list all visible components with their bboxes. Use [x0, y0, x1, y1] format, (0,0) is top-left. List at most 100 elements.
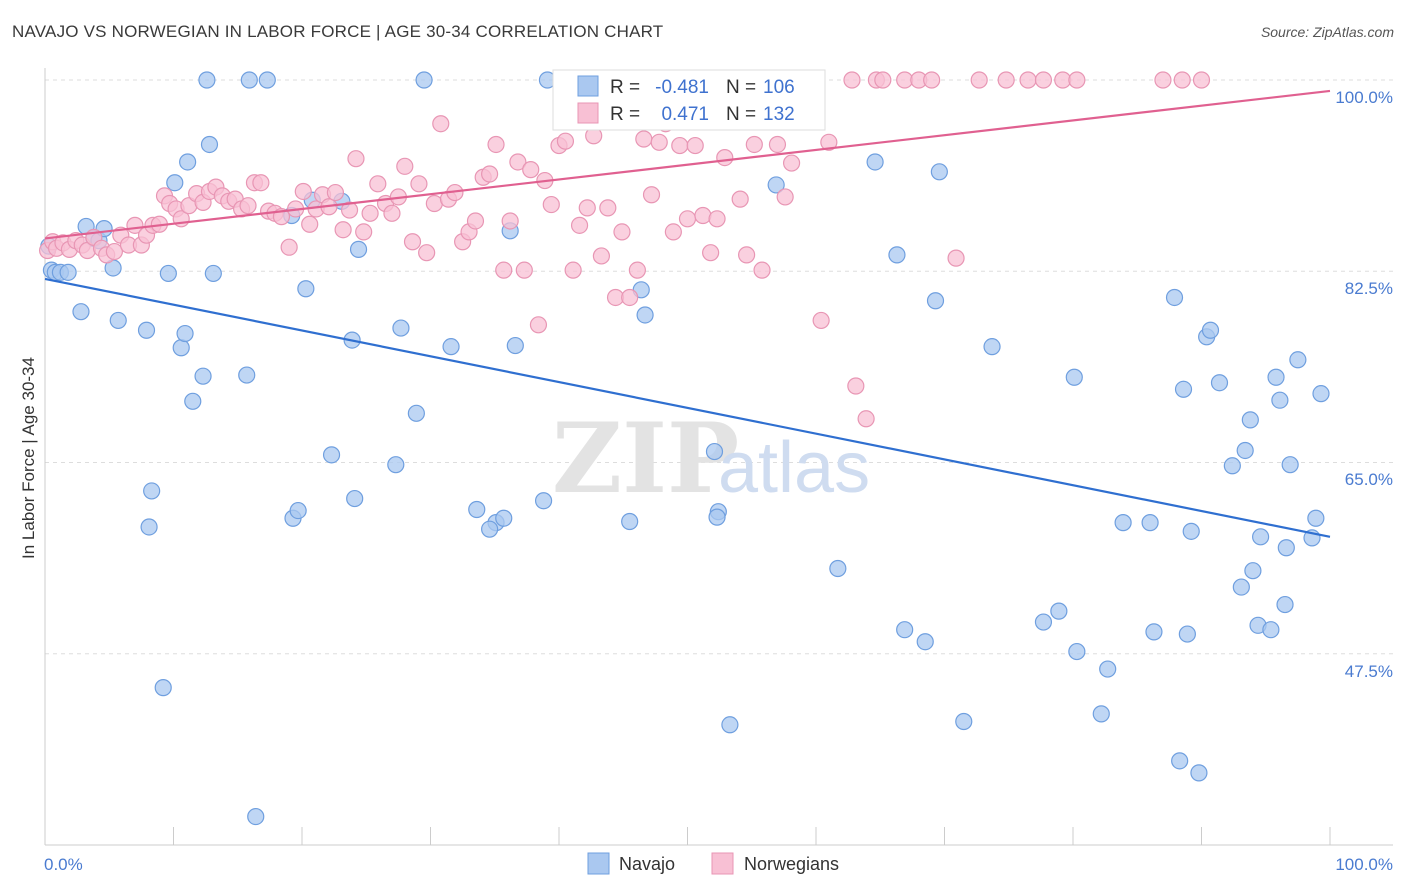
norwegian-point	[686, 136, 704, 155]
norwegian-point	[529, 316, 548, 334]
legend-box: R = -0.481 N = 106 R = 0.471 N = 132	[552, 69, 826, 131]
x-tick-label-min: 0.0%	[44, 855, 83, 874]
navajo-point	[1241, 411, 1259, 429]
navajo-point	[534, 492, 553, 510]
navajo-point	[1236, 441, 1254, 460]
navajo-point	[468, 500, 486, 519]
navajo-point	[705, 442, 724, 461]
y-tick-label: 82.5%	[1345, 279, 1393, 298]
norwegian-point	[613, 223, 631, 241]
navajo-point	[888, 246, 906, 264]
navajo-points	[40, 71, 1330, 826]
navajo-point	[896, 621, 914, 639]
norwegian-point	[1192, 71, 1211, 89]
bottom-legend-label-navajo: Navajo	[619, 854, 675, 874]
norwegian-point	[487, 135, 505, 154]
navajo-point	[109, 311, 127, 330]
legend-r-label: R =	[610, 77, 640, 98]
navajo-point	[387, 456, 405, 474]
norwegian-point	[515, 261, 533, 279]
navajo-point	[1171, 752, 1189, 770]
navajo-point	[322, 446, 341, 464]
navajo-point	[72, 303, 90, 321]
navajo-point	[829, 559, 847, 578]
norwegian-point	[522, 161, 540, 179]
navajo-point	[154, 679, 172, 697]
watermark-atlas: atlas	[718, 428, 870, 508]
norwegian-point	[621, 288, 639, 307]
navajo-point	[1232, 578, 1250, 596]
navajo-point	[1174, 380, 1193, 398]
watermark-zip: ZIP	[552, 402, 739, 515]
norwegian-point	[1034, 71, 1053, 89]
navajo-point	[708, 508, 726, 526]
navajo-point	[289, 501, 307, 520]
norwegian-point	[105, 242, 123, 261]
norwegian-point	[599, 199, 617, 217]
norwegian-point	[509, 153, 527, 171]
navajo-point	[1201, 321, 1220, 339]
navajo-point	[1145, 623, 1163, 641]
norwegian-point	[239, 197, 257, 215]
x-tick-label-max: 100.0%	[1335, 855, 1393, 874]
navajo-point	[1223, 457, 1241, 475]
norwegian-point	[403, 233, 422, 251]
norwegian-trend-line	[44, 89, 1331, 240]
norwegian-point	[340, 201, 359, 219]
norwegian-point	[466, 212, 485, 230]
navajo-point	[1065, 368, 1083, 386]
navajo-point	[1271, 391, 1289, 409]
norwegian-point	[970, 71, 988, 89]
norwegian-point	[564, 261, 582, 279]
navajo-point	[204, 264, 222, 283]
axes	[44, 68, 1393, 846]
norwegian-point	[1154, 71, 1172, 89]
norwegian-point	[716, 148, 734, 167]
navajo-point	[1141, 514, 1159, 532]
norwegian-point	[592, 247, 611, 265]
norwegian-point	[556, 132, 575, 150]
norwegian-point	[650, 133, 668, 151]
norwegian-point	[418, 244, 436, 262]
navajo-point	[495, 509, 513, 527]
navajo-point	[767, 176, 785, 194]
navajo-point	[179, 153, 197, 171]
norwegian-point	[542, 195, 560, 214]
navajo-point	[983, 338, 1001, 356]
navajo-point	[176, 324, 194, 343]
navajo-point	[1281, 456, 1299, 474]
navajo-point	[1252, 528, 1270, 546]
navajo-point	[59, 263, 77, 281]
navajo-point	[172, 339, 190, 357]
navajo-point	[166, 174, 184, 192]
navajo-point	[1289, 351, 1307, 369]
navajo-point	[481, 520, 499, 538]
navajo-point	[1114, 514, 1132, 532]
norwegian-point	[294, 182, 312, 201]
navajo-point	[442, 338, 460, 356]
legend-r-value-navajo: -0.481	[655, 77, 709, 98]
legend-r-value-norwegians: 0.471	[661, 104, 709, 125]
bottom-legend: Navajo Norwegians	[587, 852, 839, 875]
norwegian-point	[642, 186, 661, 204]
norwegian-point	[628, 261, 646, 279]
norwegian-point	[252, 174, 270, 192]
norwegian-point	[947, 249, 965, 267]
norwegian-point	[708, 210, 726, 228]
norwegian-point	[369, 175, 387, 193]
norwegian-point	[410, 175, 428, 193]
navajo-point	[1307, 509, 1325, 527]
norwegian-point	[334, 221, 352, 239]
norwegian-point	[635, 130, 653, 148]
navajo-point	[1244, 562, 1262, 580]
norwegian-point	[432, 115, 450, 133]
legend-swatch-norwegians	[577, 102, 599, 124]
navajo-point	[297, 280, 315, 298]
navajo-point	[1262, 621, 1280, 639]
norwegian-point	[361, 204, 379, 222]
navajo-point	[1050, 602, 1068, 620]
norwegian-point	[396, 157, 414, 175]
norwegian-point	[425, 194, 443, 213]
norwegian-point	[355, 223, 373, 241]
